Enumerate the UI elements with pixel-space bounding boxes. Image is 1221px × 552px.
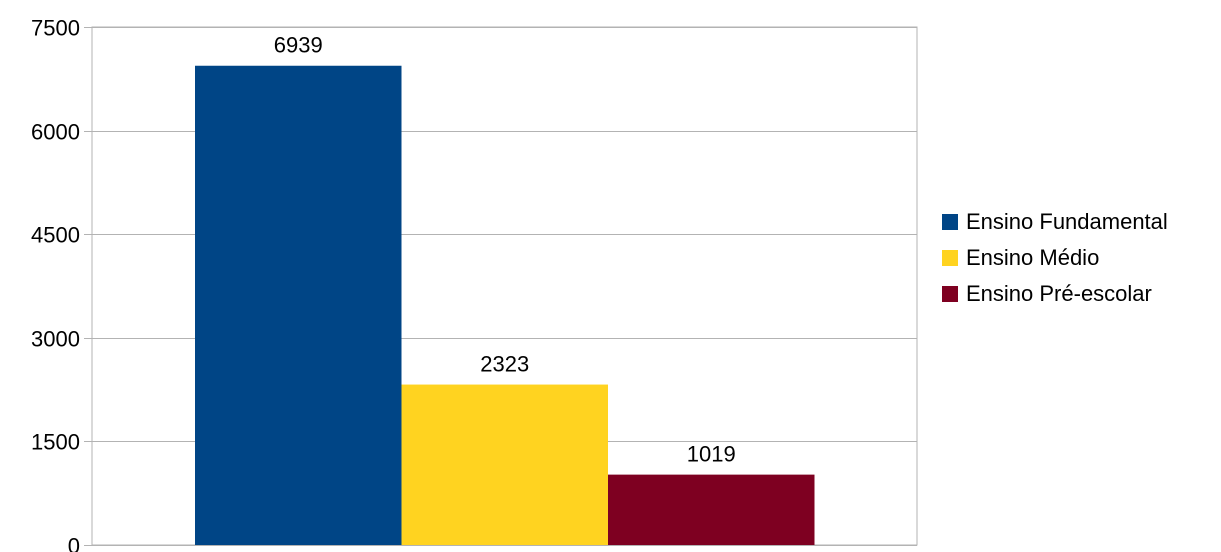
legend-item-ensino-medio: Ensino Médio <box>942 245 1168 271</box>
legend-swatch-ensino-fundamental <box>942 214 958 230</box>
y-tick-label: 1500 <box>31 430 80 455</box>
data-label-ensino-pre-escolar: 1019 <box>687 442 736 467</box>
bar-ensino-medio <box>401 384 608 545</box>
legend-swatch-ensino-pre-escolar <box>942 286 958 302</box>
y-tick-label: 6000 <box>31 120 80 145</box>
legend-label-ensino-fundamental: Ensino Fundamental <box>966 209 1168 234</box>
y-tick-label: 7500 <box>31 16 80 41</box>
legend-item-ensino-fundamental: Ensino Fundamental <box>942 209 1168 235</box>
legend: Ensino Fundamental Ensino Médio Ensino P… <box>942 209 1168 307</box>
legend-label-ensino-pre-escolar: Ensino Pré-escolar <box>966 281 1152 306</box>
y-tick-label: 4500 <box>31 223 80 248</box>
bar-ensino-fundamental <box>195 65 402 545</box>
bars <box>195 65 815 545</box>
legend-swatch-ensino-medio <box>942 250 958 266</box>
data-label-ensino-medio: 2323 <box>480 352 529 377</box>
y-tick-label: 3000 <box>31 327 80 352</box>
data-label-ensino-fundamental: 6939 <box>274 33 323 58</box>
y-tick-label: 0 <box>68 534 80 552</box>
legend-item-ensino-pre-escolar: Ensino Pré-escolar <box>942 281 1168 307</box>
legend-label-ensino-medio: Ensino Médio <box>966 245 1100 270</box>
data-labels: 6939 2323 1019 <box>274 33 736 467</box>
bar-ensino-pre-escolar <box>608 474 815 545</box>
y-axis: 0 1500 3000 4500 6000 7500 <box>31 16 92 552</box>
